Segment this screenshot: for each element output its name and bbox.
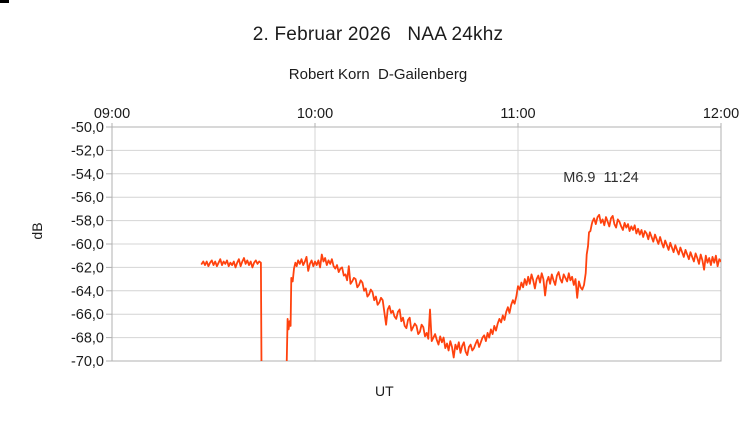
- x-axis-title: UT: [375, 383, 394, 399]
- x-tick-label: 12:00: [703, 106, 739, 122]
- x-tick-label: 10:00: [297, 106, 333, 122]
- y-tick-label: -70,0: [71, 354, 104, 370]
- chart-subtitle: Robert Korn D-Gailenberg: [288, 66, 468, 83]
- y-tick-label: -50,0: [71, 120, 104, 136]
- y-tick-label: -52,0: [71, 143, 104, 159]
- flare-annotation: M6.9 11:24: [563, 170, 639, 186]
- y-tick-label: -62,0: [71, 260, 104, 276]
- y-tick-label: -60,0: [71, 237, 104, 253]
- x-tick-label: 11:00: [500, 106, 535, 122]
- chart-title: 2. Februar 2026 NAA 24khz: [252, 24, 504, 45]
- y-tick-label: -66,0: [71, 307, 104, 323]
- y-tick-label: -54,0: [71, 167, 104, 183]
- y-tick-label: -64,0: [71, 284, 104, 300]
- plot-border: [111, 126, 722, 362]
- signal-trace: [200, 213, 721, 361]
- y-tick-label: -58,0: [71, 214, 104, 230]
- y-axis-title: dB: [29, 222, 45, 240]
- y-tick-label: -56,0: [71, 190, 104, 206]
- x-tick-label: 09:00: [94, 106, 130, 122]
- screenshot-artifact: [0, 0, 9, 3]
- y-tick-label: -68,0: [71, 331, 104, 347]
